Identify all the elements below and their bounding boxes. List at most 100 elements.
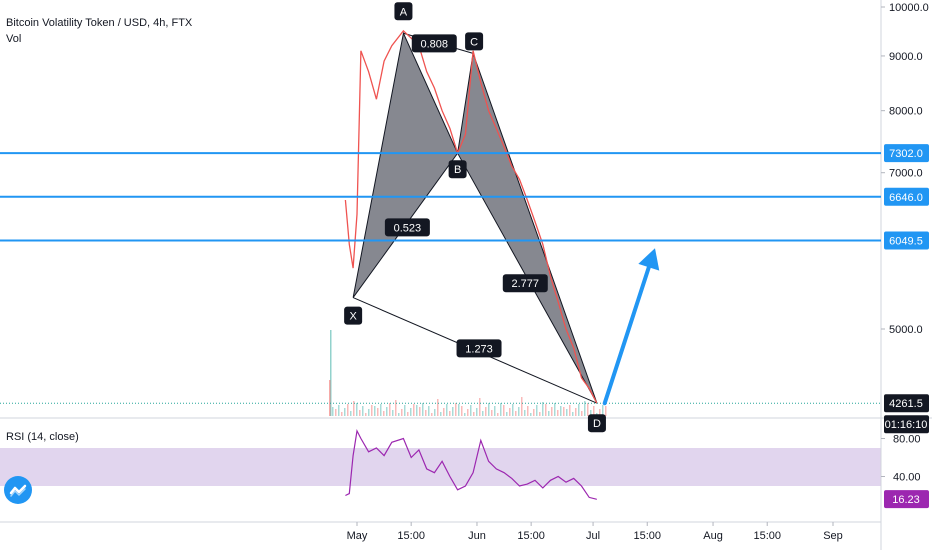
volume-bar <box>605 406 607 416</box>
volume-bar <box>350 411 352 416</box>
volume-bar <box>434 409 436 416</box>
current-price-badge: 4261.5 <box>889 398 923 410</box>
volume-bar <box>602 405 604 416</box>
volume-bar <box>416 405 418 416</box>
volume-spike <box>329 380 331 416</box>
ratio-label-a-c-box <box>411 34 457 53</box>
volume-bar <box>494 406 496 416</box>
time-tick-label: 15:00 <box>633 530 661 542</box>
volume-bar <box>362 406 364 416</box>
price-tick-label: 9000.0 <box>889 51 923 63</box>
rsi-line <box>345 428 598 500</box>
volume-bar <box>467 409 469 416</box>
volume-bar <box>503 405 505 416</box>
volume-bar <box>551 407 553 416</box>
volume-bar <box>461 406 463 416</box>
volume-bar <box>569 405 571 416</box>
time-tick-label: Sep <box>823 530 843 542</box>
point-label-a: A <box>400 6 408 18</box>
price-axis-badges: 7302.0 6646.0 6049.5 4261.5 01:16:10 16.23 <box>884 144 929 509</box>
volume-bar <box>578 404 580 416</box>
volume-legend: Vol <box>6 33 22 45</box>
volume-bar <box>401 409 403 416</box>
volume-bar <box>518 407 520 416</box>
current-price-badge-box <box>884 394 929 413</box>
volume-bar <box>527 406 529 416</box>
time-tick-label: 15:00 <box>517 530 545 542</box>
level-badge-2-box <box>884 187 929 206</box>
volume-bar <box>443 408 445 416</box>
volume-bar <box>533 409 535 416</box>
tradingview-logo-icon[interactable] <box>4 476 32 504</box>
volume-bar <box>464 413 466 416</box>
volume-bar <box>473 412 475 416</box>
point-label-c-box <box>465 32 484 51</box>
volume-bar <box>545 404 547 416</box>
volume-bar <box>491 410 493 416</box>
volume-bar <box>512 404 514 416</box>
volume-bar <box>395 400 397 416</box>
rsi-tick-label: 40.00 <box>893 472 921 484</box>
countdown-badge: 01:16:10 <box>885 419 928 431</box>
volume-bar <box>599 409 601 416</box>
volume-bar <box>344 408 346 416</box>
volume-bar <box>572 412 574 416</box>
volume-bar <box>383 411 385 416</box>
volume-bar <box>332 407 334 416</box>
volume-bar <box>497 413 499 416</box>
volume-bar <box>398 413 400 416</box>
rsi-overbought-oversold-band <box>0 448 881 486</box>
point-label-a-box <box>394 2 413 21</box>
volume-bar <box>392 410 394 416</box>
volume-bar <box>389 403 391 416</box>
rsi-current-badge: 16.23 <box>892 494 920 506</box>
ratio-label-x-d-box <box>456 339 502 358</box>
pattern-labels: X A B C D 0.523 0.808 2.777 1.273 <box>344 2 606 433</box>
volume-bar <box>446 404 448 416</box>
volume-bar <box>488 403 490 416</box>
volume-bar <box>482 411 484 416</box>
volume-bar <box>371 405 373 416</box>
volume-bar <box>413 404 415 416</box>
level-badge-3-box <box>884 231 929 250</box>
volume-bar <box>536 405 538 416</box>
volume-bar <box>566 409 568 416</box>
volume-bar <box>341 412 343 416</box>
volume-bar <box>452 407 454 416</box>
volume-bars <box>329 330 607 416</box>
arrow-head[interactable] <box>638 248 660 271</box>
countdown-badge-box <box>884 415 929 434</box>
volume-bar <box>347 404 349 416</box>
ratio-label-b-d: 2.777 <box>512 278 540 290</box>
level-badge-1-box <box>884 144 929 163</box>
point-label-b: B <box>454 164 461 176</box>
volume-bar <box>500 403 502 416</box>
rsi-legend: RSI (14, close) <box>6 431 79 443</box>
volume-bar <box>335 409 337 416</box>
ratio-label-x-d: 1.273 <box>465 343 493 355</box>
volume-bar <box>386 407 388 416</box>
volume-bar <box>419 407 421 416</box>
volume-bar <box>539 412 541 416</box>
projection-arrow[interactable] <box>602 248 660 406</box>
arrow-shaft[interactable] <box>602 265 651 406</box>
volume-bar <box>521 397 523 416</box>
level-badge-2: 6646.0 <box>889 192 923 204</box>
horizontal-levels[interactable] <box>0 152 881 404</box>
volume-bar <box>425 410 427 416</box>
volume-bar <box>530 413 532 416</box>
point-label-x: X <box>349 311 357 323</box>
price-tick-label: 8000.0 <box>889 106 923 118</box>
volume-bar <box>563 407 565 416</box>
volume-bar <box>479 398 481 416</box>
volume-bar <box>455 403 457 416</box>
volume-spike <box>330 330 332 416</box>
volume-bar <box>506 412 508 416</box>
rsi-projection <box>596 494 618 501</box>
volume-bar <box>581 411 583 416</box>
time-tick-label: 15:00 <box>397 530 425 542</box>
time-tick-label: Aug <box>703 530 723 542</box>
price-tick-label: 10000.0 <box>889 2 929 14</box>
volume-bar <box>587 403 589 416</box>
